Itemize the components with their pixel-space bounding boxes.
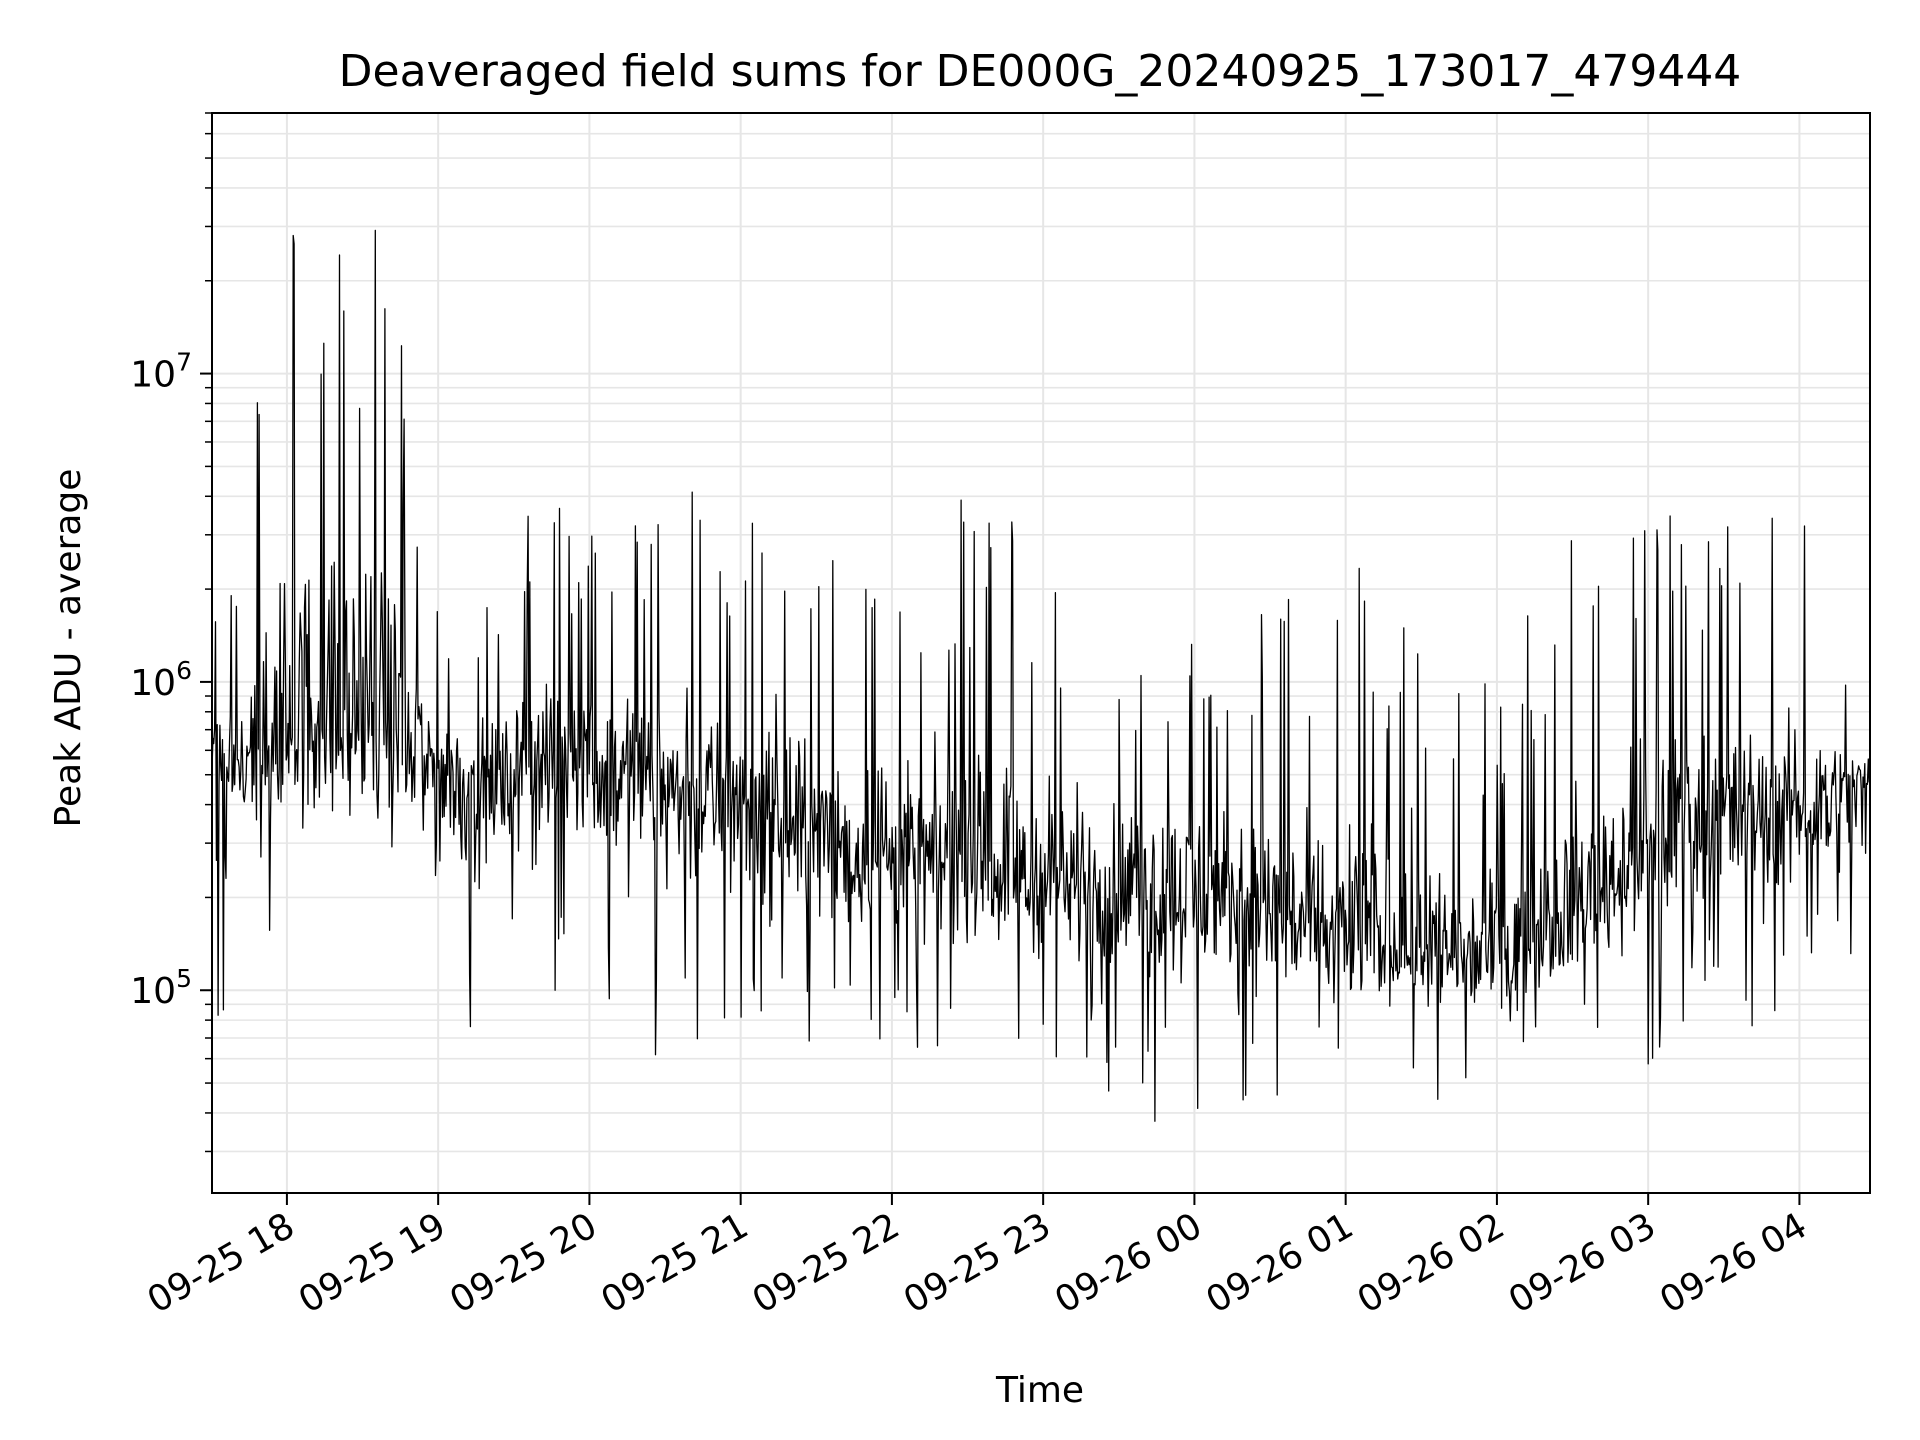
axes-frame <box>211 112 1871 1194</box>
y-tick-label: 106 <box>130 656 192 704</box>
data-series <box>211 229 1871 1122</box>
y-tick-label: 105 <box>130 964 192 1012</box>
series-line <box>211 229 1871 1122</box>
plot-frame <box>211 112 1871 1194</box>
chart-title: Deaveraged field sums for DE000G_2024092… <box>339 46 1742 97</box>
x-axis-title: Time <box>995 1370 1084 1411</box>
y-tick-label: 107 <box>130 348 192 396</box>
y-axis-title: Peak ADU - average <box>48 469 89 828</box>
